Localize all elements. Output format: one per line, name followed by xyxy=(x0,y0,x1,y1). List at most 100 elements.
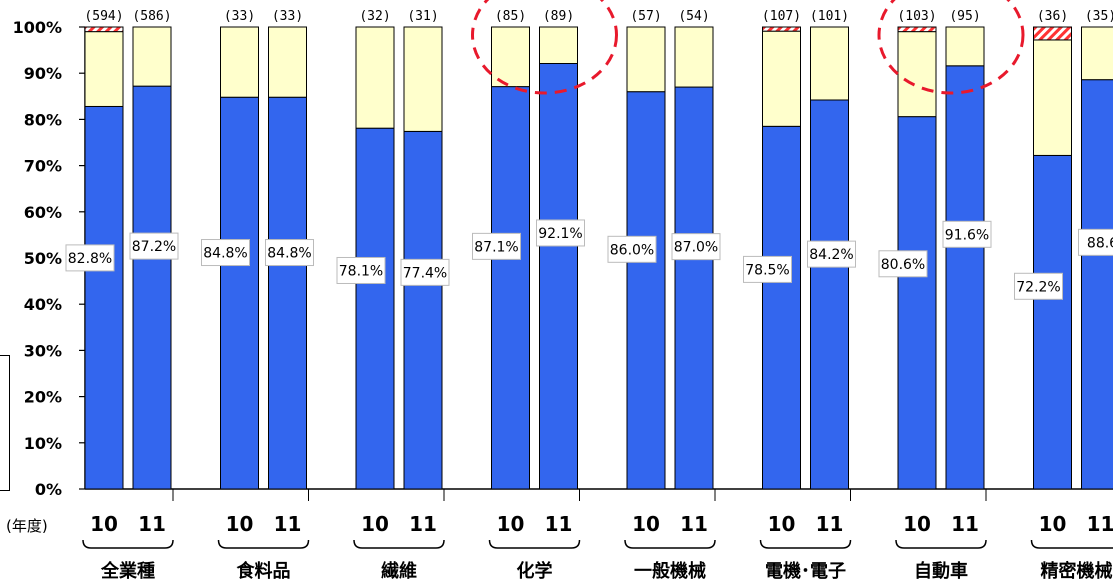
bar-value-label-box xyxy=(65,244,115,272)
bar-blue-segment xyxy=(626,91,666,490)
bar-cream-segment xyxy=(132,26,172,87)
x-category-label: 化学 xyxy=(517,560,553,582)
bar-hatch-segment xyxy=(897,26,937,33)
x-category-label: 食料品 xyxy=(236,560,291,582)
bar-cream-segment xyxy=(84,31,124,107)
bar-cream-segment xyxy=(945,26,985,67)
bar-cream-segment xyxy=(355,26,395,129)
highlight-circles xyxy=(471,0,1025,95)
x-year-label: 11 xyxy=(1087,512,1113,536)
left-side-box xyxy=(0,355,10,491)
bar-blue-segment xyxy=(1081,79,1113,490)
x-group-bracket xyxy=(759,539,852,549)
y-tick-label: 100% xyxy=(13,18,62,37)
bar-value-label-box xyxy=(671,233,721,261)
bar-value-label-box xyxy=(129,232,179,260)
bar-blue-segment xyxy=(945,65,985,490)
bar-hatch-segment xyxy=(762,26,801,32)
bar-sample-size-label: (586) xyxy=(132,9,171,24)
highlight-circle xyxy=(471,0,618,95)
x-group-bracket xyxy=(624,539,716,549)
bar-value-label-box xyxy=(472,232,521,260)
bar-value-label-box xyxy=(607,235,657,263)
bar-sample-size-label: (36) xyxy=(1037,9,1068,24)
x-year-label: 10 xyxy=(361,512,389,536)
bar-value-label: 92.1% xyxy=(538,226,582,242)
bar-blue-segment xyxy=(403,130,443,490)
bar-value-label: 84.8% xyxy=(203,246,247,262)
bar-blue-segment xyxy=(762,125,801,490)
bar-value-label: 72.2% xyxy=(1016,279,1060,295)
x-year-label: 10 xyxy=(768,512,796,536)
bar-value-label: 87.2% xyxy=(132,239,176,255)
x-category-label: 一般機械 xyxy=(634,560,706,582)
bar-cream-segment xyxy=(897,31,937,118)
highlight-circle xyxy=(877,0,1025,95)
bar-hatch-segment xyxy=(84,26,124,33)
bar-sample-size-label: (103) xyxy=(897,9,936,24)
x-category-label: 全業種 xyxy=(100,560,155,582)
x-group-bracket xyxy=(1030,539,1113,549)
bar-value-label: 80.6% xyxy=(881,257,925,273)
x-year-label: 10 xyxy=(903,512,931,536)
bar-value-label: 87.0% xyxy=(674,240,718,256)
bar-cream-segment xyxy=(674,26,714,88)
bar-value-label-box xyxy=(400,258,450,286)
bar-value-label-box xyxy=(807,240,856,268)
bar-value-label-box xyxy=(743,255,792,283)
bar-sample-size-label: (31) xyxy=(407,9,438,24)
bar-value-label: 87.1% xyxy=(474,239,518,255)
x-year-label: 11 xyxy=(545,512,573,536)
y-tick-label: 0% xyxy=(35,480,62,499)
bar-sample-size-label: (35) xyxy=(1085,9,1113,24)
bar-cream-segment xyxy=(268,26,307,98)
data-labels: (594) 82.8% (586) 87.2% (33) 84.8% (33) 84.8% (3… xyxy=(65,9,1113,300)
x-category-label: 電機･電子 xyxy=(765,560,846,582)
bar-sample-size-label: (32) xyxy=(359,9,390,24)
bar-value-label-box xyxy=(1014,272,1063,300)
bar-sample-size-label: (95) xyxy=(949,9,980,24)
y-tick-label: 70% xyxy=(24,157,62,176)
x-year-label: 11 xyxy=(409,512,437,536)
plot-area xyxy=(84,26,1113,490)
bar-sample-size-label: (89) xyxy=(543,9,574,24)
bar-cream-segment xyxy=(1081,26,1113,81)
bar-hatch-segment xyxy=(1033,26,1072,41)
bar-blue-segment xyxy=(355,127,395,490)
y-tick-label: 40% xyxy=(24,295,62,314)
bar-sample-size-label: (594) xyxy=(84,9,123,24)
bar-cream-segment xyxy=(491,26,530,88)
bar-sample-size-label: (57) xyxy=(630,9,661,24)
bar-value-label: 86.0% xyxy=(610,242,654,258)
bar-value-label: 84.2% xyxy=(809,247,853,263)
bar-cream-segment xyxy=(762,30,801,127)
bar-blue-segment xyxy=(810,99,849,490)
x-group-bracket xyxy=(217,539,310,549)
x-group-bracket xyxy=(353,539,445,549)
bar-value-label: 84.8% xyxy=(267,246,311,262)
x-year-label: 10 xyxy=(632,512,660,536)
bar-value-label-box xyxy=(201,239,250,267)
x-group-bracket xyxy=(895,539,987,549)
x-category-label: 自動車 xyxy=(914,560,968,582)
y-tick-label: 30% xyxy=(24,341,62,360)
bar-value-label-box xyxy=(336,256,386,284)
bar-blue-segment xyxy=(1033,154,1072,490)
bar-blue-segment xyxy=(84,105,124,490)
bar-value-label: 78.1% xyxy=(339,263,383,279)
x-year-label: 10 xyxy=(497,512,525,536)
bar-value-label: 78.5% xyxy=(745,262,789,278)
bar-value-label: 77.4% xyxy=(403,265,447,281)
bar-value-label-box xyxy=(878,250,928,278)
bar-value-label: 82.8% xyxy=(68,251,112,267)
x-year-label: 11 xyxy=(951,512,979,536)
y-tick-label: 10% xyxy=(24,434,62,453)
bar-blue-segment xyxy=(220,96,259,490)
bar-sample-size-label: (107) xyxy=(762,9,801,24)
bar-blue-segment xyxy=(539,62,578,490)
bar-blue-segment xyxy=(897,116,937,490)
bar-sample-size-label: (85) xyxy=(495,9,526,24)
y-tick-label: 50% xyxy=(24,249,62,268)
bar-value-label-box xyxy=(1078,228,1113,256)
